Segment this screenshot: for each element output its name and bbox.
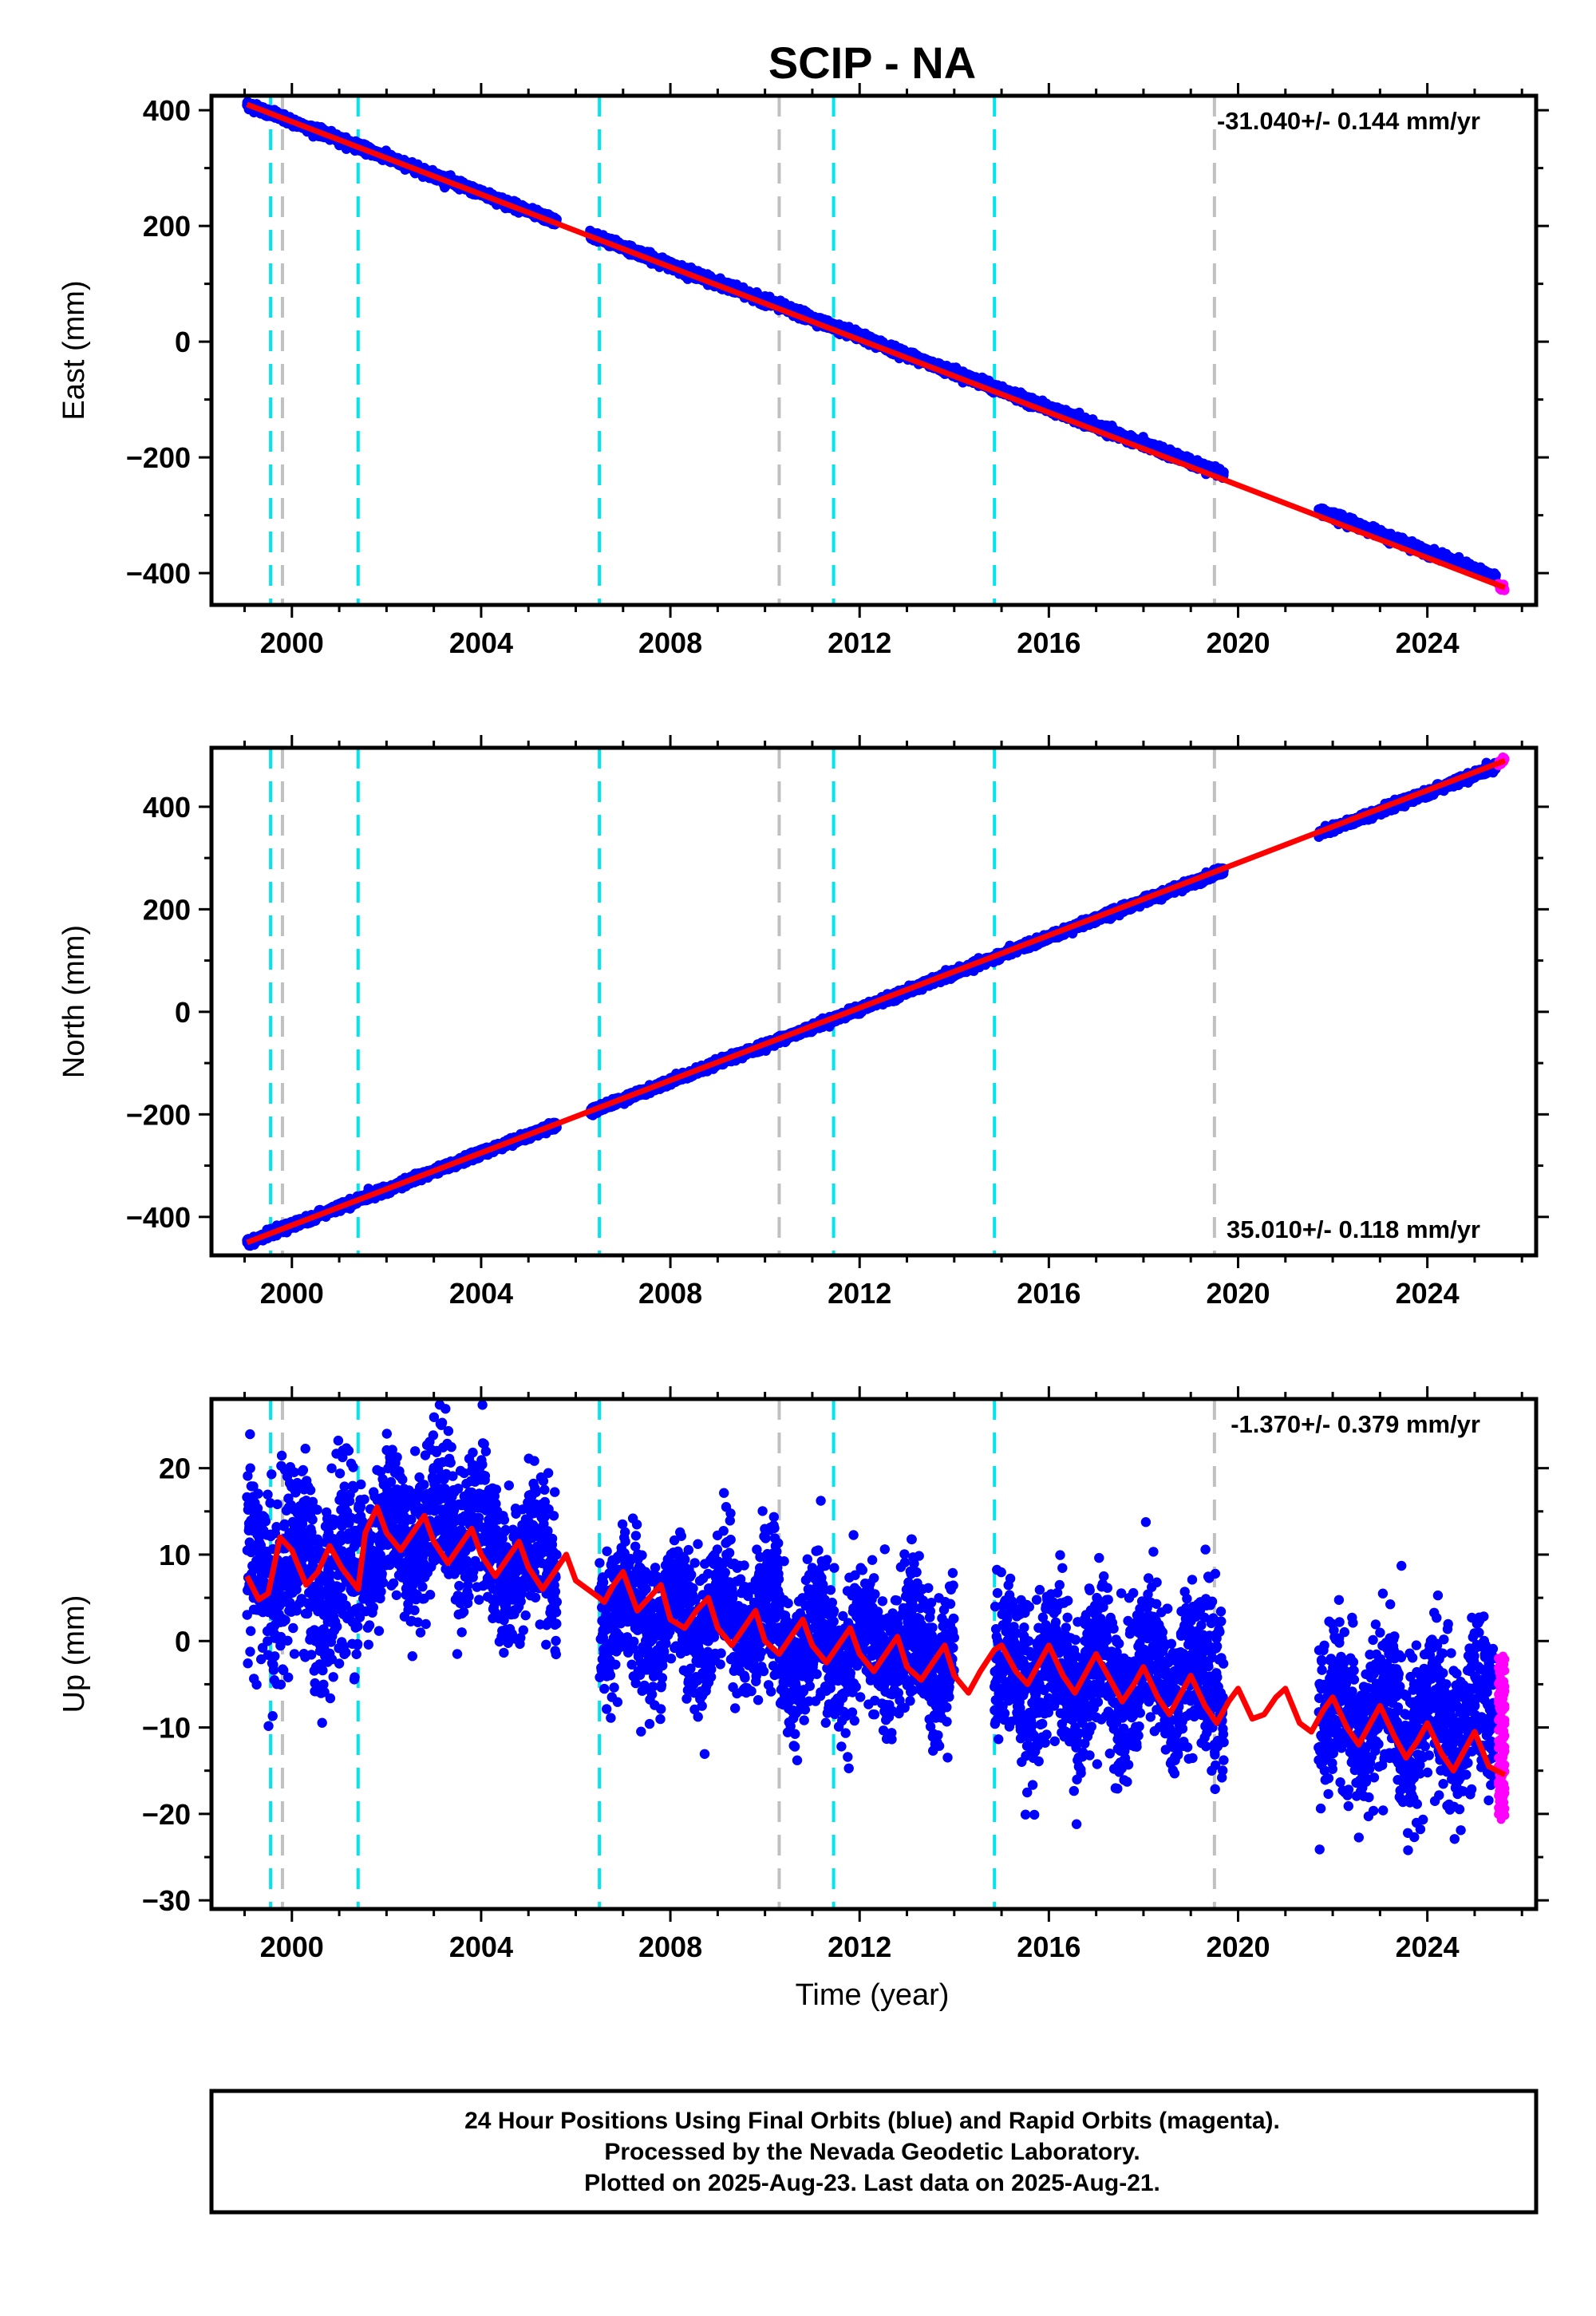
chart-title: SCIP - NA [768, 38, 976, 88]
east-panel: 2000 2004 2008 2012 2016 2020 2024−400−2000200… [57, 83, 1549, 659]
east-plot-area [242, 96, 1510, 605]
